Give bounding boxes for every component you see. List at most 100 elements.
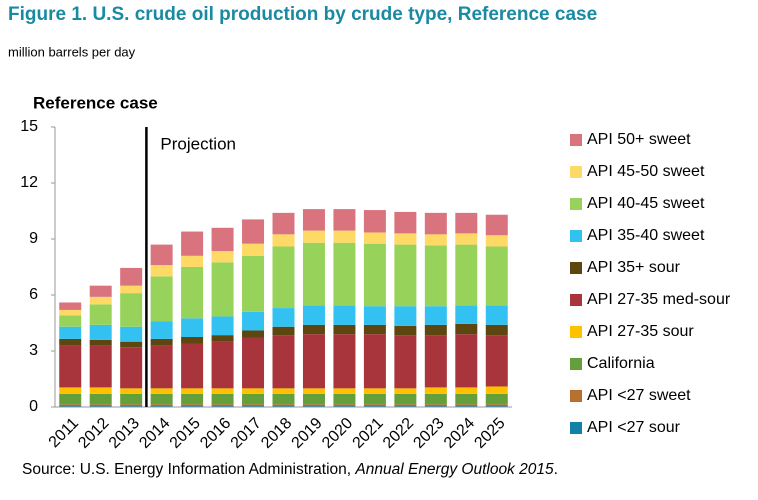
bar-segment <box>150 276 173 322</box>
bar-segment <box>120 326 143 342</box>
bar-segment <box>455 405 478 407</box>
bar-segment <box>394 306 417 326</box>
bar-segment <box>455 404 478 406</box>
bar-segment <box>302 404 325 406</box>
bar-segment <box>150 244 173 266</box>
bar-segment <box>89 296 112 305</box>
bar-segment <box>394 233 417 245</box>
legend-label: API 50+ sweet <box>587 131 691 148</box>
bar-segment <box>242 404 265 406</box>
legend-swatch <box>570 262 582 274</box>
bar-segment <box>242 337 265 389</box>
bar-segment <box>242 243 265 256</box>
bar-segment <box>89 324 112 340</box>
x-tick-label: 2022 <box>380 415 417 452</box>
bar-segment <box>242 393 265 405</box>
bar-segment <box>272 326 295 336</box>
bar-segment <box>363 232 386 244</box>
bar-segment <box>424 234 447 246</box>
bar-segment <box>302 324 325 335</box>
bar-segment <box>120 347 143 389</box>
bar-segment <box>120 341 143 348</box>
bar-segment <box>211 405 234 407</box>
bar-segment <box>333 393 356 405</box>
bar-segment <box>333 405 356 407</box>
bar-segment <box>211 316 234 336</box>
x-tick-label: 2019 <box>289 415 326 452</box>
bar-segment <box>272 335 295 389</box>
x-tick-label: 2020 <box>319 415 356 452</box>
bar-segment <box>89 393 112 405</box>
bar-segment <box>211 341 234 389</box>
source-publication: Annual Energy Outlook 2015 <box>354 461 554 478</box>
bar-segment <box>242 330 265 338</box>
bar-segment <box>120 405 143 407</box>
x-tick-label: 2015 <box>167 415 204 452</box>
bar-segment <box>424 212 447 235</box>
bar-segment <box>485 235 508 247</box>
bar-segment <box>455 393 478 405</box>
bar-segment <box>150 405 173 407</box>
bar-segment <box>120 293 143 327</box>
bar-segment <box>302 405 325 407</box>
bar-segment <box>455 323 478 335</box>
bar-segment <box>272 393 295 405</box>
bar-segment <box>302 388 325 394</box>
bar-segment <box>394 405 417 407</box>
legend-label: API 40-45 sweet <box>587 195 705 212</box>
bar-segment <box>150 345 173 389</box>
bar-segment <box>455 233 478 245</box>
bar-segment <box>211 227 234 252</box>
bar-segment <box>363 306 386 325</box>
bar-segment <box>59 404 82 406</box>
bar-segment <box>394 393 417 405</box>
legend-swatch <box>570 198 582 210</box>
bar-segment <box>363 334 386 389</box>
legend-label: API 45-50 sweet <box>587 163 705 180</box>
bar-segment <box>485 214 508 236</box>
bar-segment <box>424 245 447 307</box>
bar-segment <box>333 388 356 394</box>
bar-segment <box>302 334 325 389</box>
bar-segment <box>272 388 295 394</box>
bar-segment <box>242 388 265 394</box>
bar-segment <box>89 339 112 346</box>
x-tick-label: 2016 <box>197 415 234 452</box>
bar-segment <box>363 393 386 405</box>
bar-segment <box>59 326 82 339</box>
bar-segment <box>302 242 325 306</box>
bar-segment <box>424 324 447 336</box>
bar-segment <box>363 210 386 233</box>
bar-segment <box>89 404 112 406</box>
bar-segment <box>485 386 508 394</box>
bar-segment <box>89 345 112 388</box>
bar-segment <box>181 267 204 319</box>
legend-label: API <27 sour <box>587 419 681 436</box>
bar-segment <box>485 405 508 407</box>
bar-segment <box>272 246 295 309</box>
bar-segment <box>211 404 234 406</box>
bar-segment <box>394 404 417 406</box>
bar-segment <box>181 343 204 389</box>
bar-segment <box>302 209 325 231</box>
annotation: Projection <box>160 134 236 153</box>
bar-segment <box>211 388 234 394</box>
bar-segment <box>120 267 143 286</box>
bar-segment <box>272 405 295 407</box>
bar-segment <box>302 305 325 325</box>
bar-segment <box>150 388 173 394</box>
bar-segment <box>455 212 478 234</box>
bar-segment <box>181 231 204 256</box>
legend-swatch <box>570 422 582 434</box>
source-text: Source: U.S. Energy Information Administ… <box>22 461 355 478</box>
bar-segment <box>242 219 265 244</box>
bar-segment <box>211 251 234 263</box>
x-tick-label: 2025 <box>471 415 508 452</box>
bar-segment <box>89 405 112 407</box>
x-tick-label: 2021 <box>350 415 387 452</box>
bar-segment <box>181 318 204 337</box>
bar-segment <box>424 387 447 394</box>
bar-segment <box>89 387 112 394</box>
bar-segment <box>455 244 478 306</box>
